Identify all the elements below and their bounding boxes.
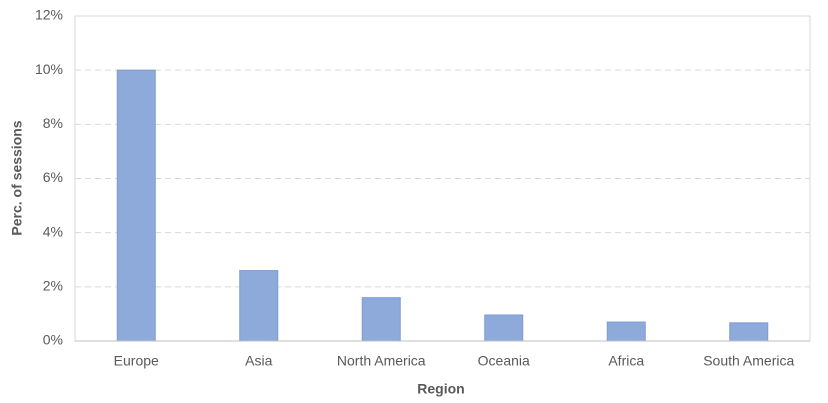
bar [239,270,279,342]
y-tick-label: 10% [35,61,63,77]
bar [606,321,646,342]
x-tick-label: Oceania [478,353,530,369]
bar [484,314,524,342]
y-tick-label: 6% [43,169,63,185]
x-tick-label: South America [703,353,794,369]
y-tick-label: 4% [43,223,63,239]
x-tick-label: North America [337,353,426,369]
y-tick-label: 0% [43,332,63,348]
y-tick-label: 8% [43,115,63,131]
bar [729,322,769,342]
x-tick-label: Europe [114,353,159,369]
x-tick-label: Africa [608,353,644,369]
x-tick-label: Asia [245,353,272,369]
bar [116,69,156,342]
bar [361,297,401,342]
x-axis-title: Region [417,381,464,397]
y-tick-label: 2% [43,278,63,294]
y-tick-label: 12% [35,7,63,23]
y-axis-title: Perc. of sessions [9,120,25,235]
